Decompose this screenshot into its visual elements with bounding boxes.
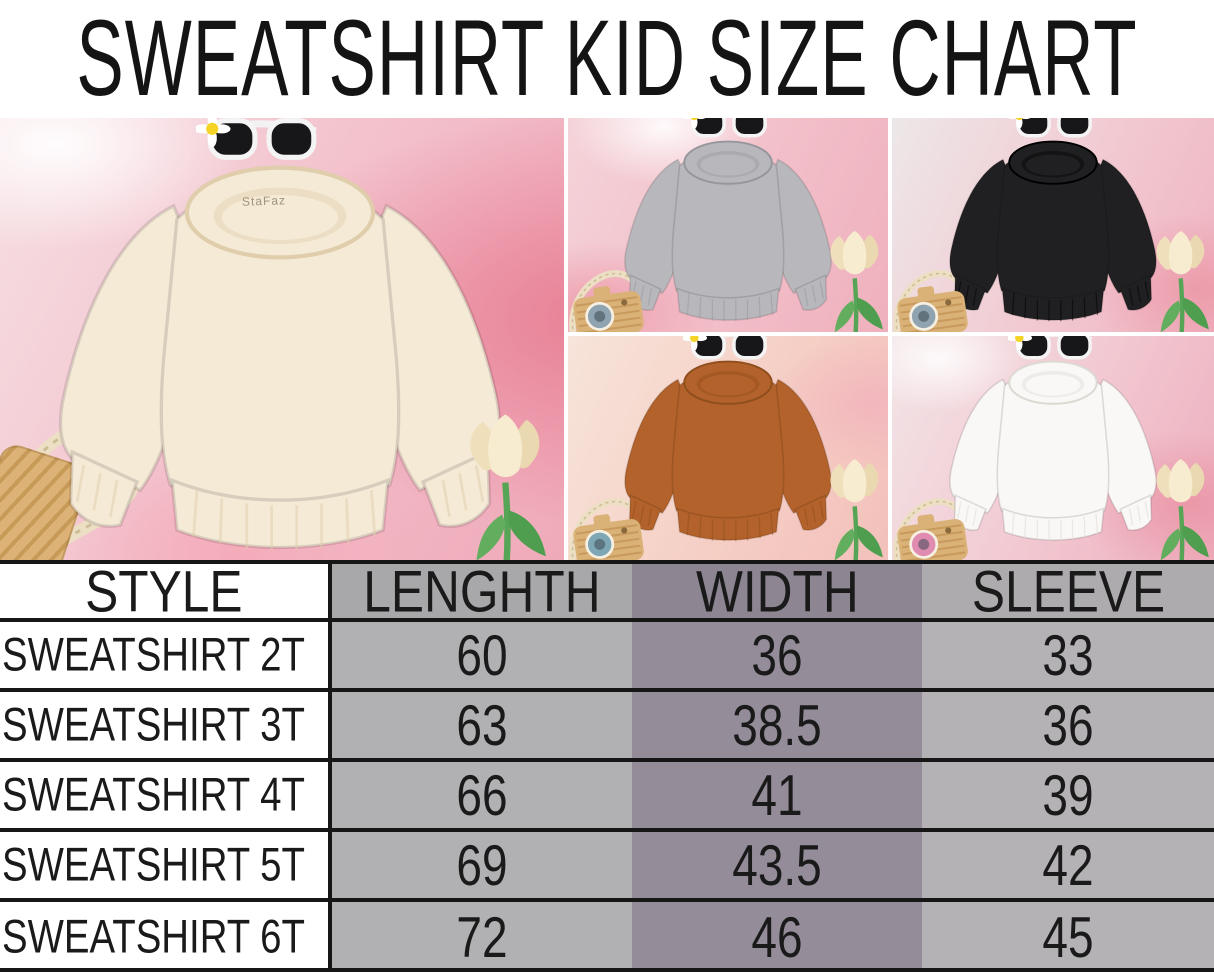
tulip-prop — [436, 408, 564, 560]
column-header-label: STYLE — [85, 564, 243, 622]
lenghth-cell: 63 — [332, 692, 632, 762]
tulip-prop — [814, 454, 888, 560]
sleeve-value: 33 — [1042, 622, 1094, 688]
header-cell-sleeve: SLEEVE — [922, 564, 1214, 622]
style-cell: SWEATSHIRT 6T — [0, 902, 332, 972]
lenghth-value: 60 — [456, 622, 508, 688]
lenghth-value: 63 — [456, 692, 508, 758]
sleeve-cell: 33 — [922, 622, 1214, 692]
sleeve-value: 39 — [1042, 762, 1094, 828]
tulip-prop — [814, 226, 888, 332]
size-table: STYLE LENGHTH WIDTH SLEEVE SWEATSHIRT 2T… — [0, 560, 1214, 972]
width-value: 41 — [751, 762, 803, 828]
lenghth-cell: 72 — [332, 902, 632, 972]
header-cell-lenghth: LENGHTH — [332, 564, 632, 622]
style-label: SWEATSHIRT 3T — [2, 698, 305, 751]
column-header-label: SLEEVE — [971, 564, 1165, 622]
lenghth-cell: 60 — [332, 622, 632, 692]
width-cell: 38.5 — [632, 692, 922, 762]
toy-camera-prop — [568, 505, 650, 560]
toy-camera-prop — [892, 277, 974, 332]
photo-gray-sweatshirt — [568, 118, 888, 332]
style-cell: SWEATSHIRT 4T — [0, 762, 332, 832]
sleeve-cell: 36 — [922, 692, 1214, 762]
sleeve-cell: 42 — [922, 832, 1214, 902]
width-cell: 41 — [632, 762, 922, 832]
sleeve-value: 45 — [1042, 904, 1094, 970]
style-cell: SWEATSHIRT 5T — [0, 832, 332, 902]
column-header-label: WIDTH — [695, 564, 859, 622]
width-value: 38.5 — [732, 692, 822, 758]
photo-black-sweatshirt — [892, 118, 1214, 332]
photo-brown-sweatshirt — [568, 336, 888, 560]
width-cell: 46 — [632, 902, 922, 972]
toy-camera-prop — [892, 505, 974, 560]
style-label: SWEATSHIRT 4T — [2, 768, 305, 821]
column-header-label: LENGHTH — [363, 564, 601, 622]
title-bar: SWEATSHIRT KID SIZE CHART — [0, 0, 1214, 120]
style-cell: SWEATSHIRT 3T — [0, 692, 332, 762]
sleeve-value: 36 — [1042, 692, 1094, 758]
lenghth-value: 66 — [456, 762, 508, 828]
sleeve-value: 42 — [1042, 832, 1094, 898]
header-cell-width: WIDTH — [632, 564, 922, 622]
style-label: SWEATSHIRT 5T — [2, 838, 305, 891]
size-chart-title: SWEATSHIRT KID SIZE CHART — [76, 0, 1138, 120]
sleeve-cell: 45 — [922, 902, 1214, 972]
toy-camera-prop — [568, 277, 650, 332]
style-label: SWEATSHIRT 6T — [2, 910, 305, 963]
style-cell: SWEATSHIRT 2T — [0, 622, 332, 692]
lenghth-cell: 66 — [332, 762, 632, 832]
header-cell-style: STYLE — [0, 564, 332, 622]
tulip-prop — [1140, 226, 1214, 332]
lenghth-value: 69 — [456, 832, 508, 898]
width-cell: 43.5 — [632, 832, 922, 902]
photo-white-sweatshirt — [892, 336, 1214, 560]
lenghth-value: 72 — [456, 904, 508, 970]
width-cell: 36 — [632, 622, 922, 692]
tulip-prop — [1140, 454, 1214, 560]
lenghth-cell: 69 — [332, 832, 632, 902]
style-label: SWEATSHIRT 2T — [2, 628, 305, 681]
width-value: 43.5 — [732, 832, 822, 898]
sleeve-cell: 39 — [922, 762, 1214, 832]
photo-cream-sweatshirt: StaFaz — [0, 118, 564, 560]
width-value: 36 — [751, 622, 803, 688]
photo-collage: StaFaz — [0, 118, 1214, 560]
width-value: 46 — [751, 904, 803, 970]
